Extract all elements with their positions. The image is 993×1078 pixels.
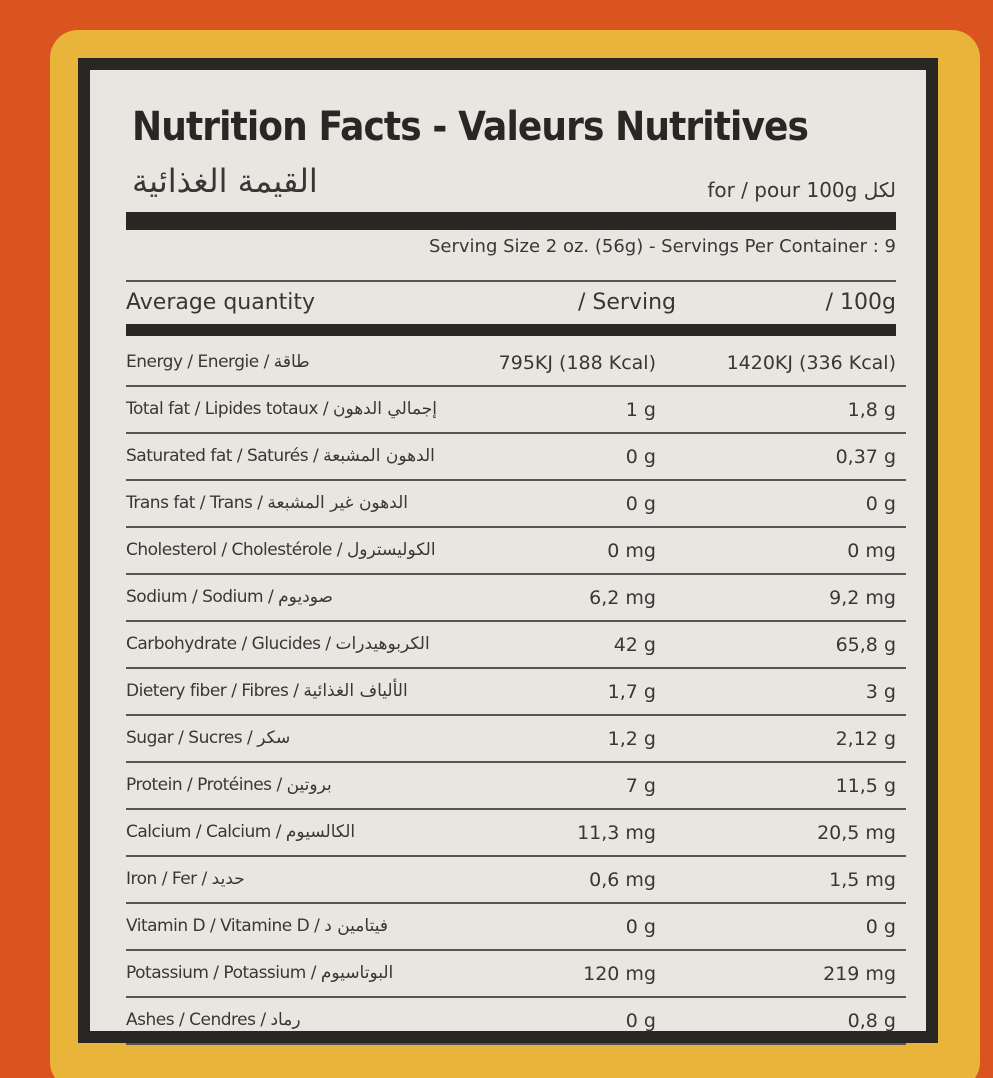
serving-value: 120 mg (583, 963, 656, 985)
per100-value: 219 mg (823, 963, 896, 985)
divider (126, 324, 896, 336)
nutrient-row: Trans fat / Trans / الدهون غير المشبعة 0 … (126, 481, 906, 528)
per-note: for / pour 100g لكل (707, 178, 896, 202)
col-100g: / 100g (825, 290, 896, 315)
serving-value: 11,3 mg (577, 822, 656, 844)
serving-value: 0 g (625, 1010, 656, 1032)
per100-value: 0,37 g (835, 446, 896, 468)
serving-value: 0,6 mg (589, 869, 656, 891)
per100-value: 0 mg (847, 540, 896, 562)
per100-value: 1,8 g (847, 399, 896, 421)
nutrient-row: Protein / Protéines / بروتين 7 g 11,5 g (126, 763, 906, 810)
nutrient-name: Trans fat / Trans / الدهون غير المشبعة (126, 493, 409, 513)
per100-value: 20,5 mg (817, 822, 896, 844)
per100-value: 65,8 g (835, 634, 896, 656)
arabic-title: القيمة الغذائية (132, 162, 318, 200)
divider (126, 212, 896, 230)
per100-value: 0 g (865, 916, 896, 938)
nutrient-name: Potassium / Potassium / البوتاسيوم (126, 963, 394, 983)
nutrient-row: Sugar / Sucres / سكر 1,2 g 2,12 g (126, 716, 906, 763)
nutrient-name: Energy / Energie / طاقة (126, 352, 310, 372)
nutrient-name: Sodium / Sodium / صوديوم (126, 587, 333, 607)
nutrient-name: Total fat / Lipides totaux / إجمالي الده… (126, 399, 438, 419)
serving-value: 0 g (625, 446, 656, 468)
per100-value: 1420KJ (336 Kcal) (726, 352, 896, 374)
nutrient-row: Carbohydrate / Glucides / الكربوهيدرات 42… (126, 622, 906, 669)
nutrient-row: Vitamin D / Vitamine D / فيتامين د 0 g 0 g (126, 904, 906, 951)
nutrient-name: Calcium / Calcium / الكالسيوم (126, 822, 356, 842)
serving-value: 0 g (625, 916, 656, 938)
nutrient-name: Cholesterol / Cholestérole / الكوليسترول (126, 540, 436, 560)
nutrient-row: Saturated fat / Saturés / الدهون المشبعة… (126, 434, 906, 481)
serving-size: Serving Size 2 oz. (56g) - Servings Per … (429, 236, 896, 257)
nutrient-name: Carbohydrate / Glucides / الكربوهيدرات (126, 634, 430, 654)
per100-value: 0 g (865, 493, 896, 515)
nutrient-name: Sugar / Sucres / سكر (126, 728, 291, 748)
nutrient-name: Saturated fat / Saturés / الدهون المشبعة (126, 446, 435, 466)
serving-value: 1,2 g (607, 728, 656, 750)
nutrient-row: Dietery fiber / Fibres / الألياف الغذائي… (126, 669, 906, 716)
nutrient-name: Vitamin D / Vitamine D / فيتامين د (126, 916, 388, 936)
per100-value: 2,12 g (835, 728, 896, 750)
nutrient-row: Energy / Energie / طاقة 795KJ (188 Kcal) 1… (126, 340, 906, 387)
per100-value: 0,8 g (847, 1010, 896, 1032)
nutrient-row: Sodium / Sodium / صوديوم 6,2 mg 9,2 mg (126, 575, 906, 622)
serving-value: 6,2 mg (589, 587, 656, 609)
column-header: Average quantity / Serving / 100g (126, 280, 896, 322)
per100-value: 11,5 g (835, 775, 896, 797)
nutrient-row: Iron / Fer / حديد 0,6 mg 1,5 mg (126, 857, 906, 904)
col-label: Average quantity (126, 290, 316, 315)
per100-value: 9,2 mg (829, 587, 896, 609)
nutrient-name: Protein / Protéines / بروتين (126, 775, 332, 795)
rows: Energy / Energie / طاقة 795KJ (188 Kcal) 1… (126, 340, 906, 1045)
nutrition-box: Nutrition Facts - Valeurs Nutritives الق… (78, 58, 938, 1045)
per100-value: 1,5 mg (829, 869, 896, 891)
serving-value: 7 g (625, 775, 656, 797)
nutrient-row: Cholesterol / Cholestérole / الكوليسترول… (126, 528, 906, 575)
nutrient-row: Potassium / Potassium / البوتاسيوم 120 mg… (126, 951, 906, 998)
serving-value: 795KJ (188 Kcal) (498, 352, 656, 374)
serving-value: 0 g (625, 493, 656, 515)
nutrient-row: Ashes / Cendres / رماد 0 g 0,8 g (126, 998, 906, 1045)
per100-value: 3 g (865, 681, 896, 703)
nutrient-name: Iron / Fer / حديد (126, 869, 245, 889)
nutrient-row: Total fat / Lipides totaux / إجمالي الده… (126, 387, 906, 434)
nutrient-name: Dietery fiber / Fibres / الألياف الغذائي… (126, 681, 408, 701)
col-serving: / Serving (578, 290, 676, 315)
serving-value: 1 g (625, 399, 656, 421)
title: Nutrition Facts - Valeurs Nutritives (132, 104, 809, 150)
serving-value: 42 g (613, 634, 656, 656)
serving-value: 0 mg (607, 540, 656, 562)
nutrient-name: Ashes / Cendres / رماد (126, 1010, 301, 1030)
serving-value: 1,7 g (607, 681, 656, 703)
nutrient-row: Calcium / Calcium / الكالسيوم 11,3 mg 20,5… (126, 810, 906, 857)
